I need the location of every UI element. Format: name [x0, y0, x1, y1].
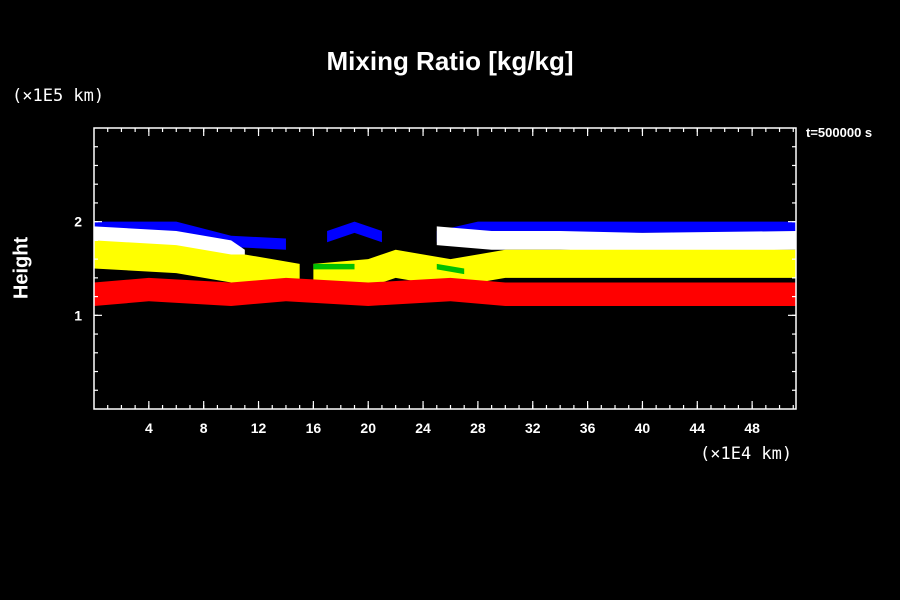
chart-title: Mixing Ratio [kg/kg] — [326, 46, 574, 76]
plot-frame — [93, 127, 797, 410]
x-tick-label: 48 — [744, 420, 760, 436]
layer-1-segment-1 — [436, 226, 796, 252]
x-tick-label: 24 — [415, 420, 431, 436]
x-tick-label: 8 — [200, 420, 208, 436]
time-label: t=500000 s — [806, 125, 873, 140]
x-tick-label: 16 — [306, 420, 322, 436]
y-tick-label: 2 — [74, 214, 82, 230]
y-axis-unit: (×1E5 km) — [12, 86, 105, 106]
layer-0-segment-1 — [327, 221, 382, 243]
layer-2-segment-0 — [94, 240, 300, 292]
x-tick-label: 32 — [525, 420, 541, 436]
mixing-ratio-field — [94, 221, 796, 306]
x-tick-label: 20 — [360, 420, 376, 436]
layer-0-segment-2 — [436, 221, 796, 243]
x-tick-label: 40 — [635, 420, 651, 436]
x-tick-label: 12 — [251, 420, 267, 436]
layer-3-segment-0 — [313, 263, 355, 270]
x-tick-label: 4 — [145, 420, 153, 436]
layer-3-segment-1 — [436, 263, 465, 275]
layer-4-segment-0 — [94, 277, 796, 306]
x-tick-label: 36 — [580, 420, 596, 436]
x-axis-unit: (×1E4 km) — [700, 444, 793, 464]
y-tick-label: 1 — [74, 307, 82, 323]
x-tick-label: 44 — [689, 420, 705, 436]
x-tick-label: 28 — [470, 420, 486, 436]
